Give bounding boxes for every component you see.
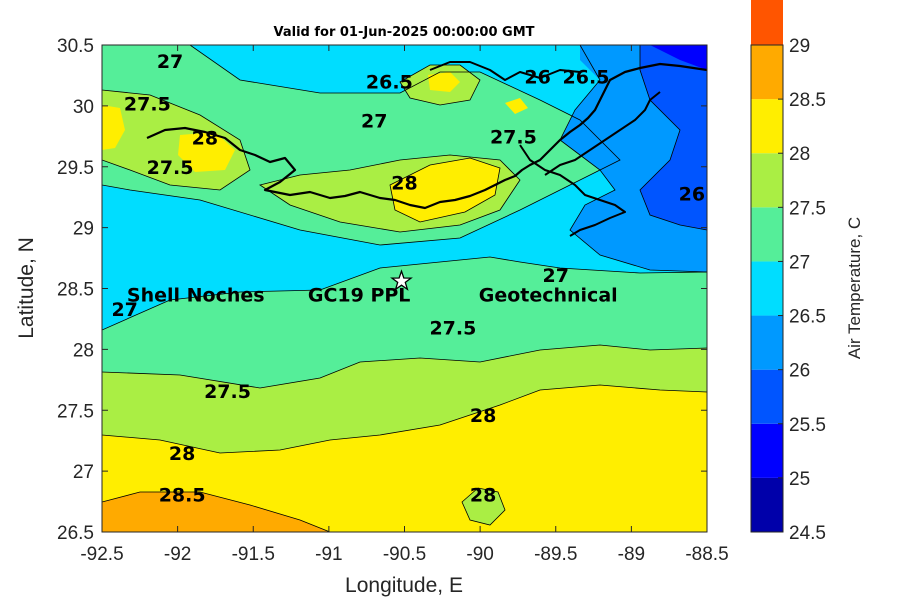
contour-label: 27 <box>361 110 387 132</box>
contour-field <box>102 45 707 532</box>
y-tick-label: 28 <box>73 340 94 361</box>
colorbar-segment <box>751 477 783 532</box>
contour-label: 27.5 <box>490 126 537 148</box>
y-tick-label: 26.5 <box>57 523 94 544</box>
station-marker-group <box>390 269 413 291</box>
colorbar-tick-label: 29 <box>789 36 810 57</box>
colorbar-segment <box>751 423 783 478</box>
y-axis-ticks: 26.5 27 27.5 28 28.5 29 29.5 30 30.5 <box>57 36 707 544</box>
colorbar-tick-label: 26 <box>789 361 810 382</box>
contour-label: 28 <box>192 128 218 150</box>
colorbar-segment <box>751 207 783 262</box>
x-tick-label: -89 <box>618 544 645 565</box>
y-tick-label: 30.5 <box>57 36 94 57</box>
y-tick-label: 28.5 <box>57 280 94 301</box>
band-28-28.5-east-spot <box>505 98 528 114</box>
site-annotation: GC19 PPL <box>308 285 411 307</box>
x-tick-label: -88.5 <box>685 544 728 565</box>
x-tick-label: -90.5 <box>383 544 426 565</box>
contour-labels: 27 26.5 26 26.5 27.5 27 28 27.5 27.5 28 26 27 27 27.5… <box>111 51 705 506</box>
contour-label: 28 <box>470 405 496 427</box>
band-28-28.5-west-a <box>102 105 125 150</box>
y-tick-label: 27.5 <box>57 401 94 422</box>
y-tick-label: 30 <box>73 97 94 118</box>
x-axis-ticks: -92.5 -92 -91.5 -91 -90.5 -90 -89.5 -89 -88.5 <box>80 45 729 565</box>
contour-lines <box>102 45 707 532</box>
station-star-marker <box>390 269 413 291</box>
colorbar <box>751 0 783 532</box>
band-25.5-26-east <box>640 45 707 230</box>
contour-label: 27.5 <box>204 381 251 403</box>
band-25-25.5-corner <box>650 45 707 70</box>
colorbar-tick-label: 24.5 <box>789 523 826 544</box>
y-tick-label: 29.5 <box>57 158 94 179</box>
contour-label: 27 <box>111 299 137 321</box>
y-tick-label: 29 <box>73 219 94 240</box>
chart-title: Valid for 01-Jun-2025 00:00:00 GMT <box>274 25 535 40</box>
x-tick-label: -91 <box>315 544 342 565</box>
colorbar-tick-label: 28.5 <box>789 90 826 111</box>
contour-label: 27.5 <box>429 317 476 339</box>
band-28-28.5-north-spot <box>428 72 460 92</box>
colorbar-tick-label: 28 <box>789 144 810 165</box>
contour-label: 26.5 <box>563 67 610 89</box>
contour-label: 26 <box>524 67 550 89</box>
site-annotation: Shell Noches <box>127 285 265 307</box>
site-annotation: Geotechnical <box>479 285 618 307</box>
x-tick-label: -92 <box>164 544 191 565</box>
contour-label: 28 <box>391 173 417 195</box>
x-tick-label: -91.5 <box>232 544 275 565</box>
band-28-28.5-west-b <box>178 132 235 172</box>
annotations: Shell Noches GC19 PPL Geotechnical <box>127 285 618 307</box>
colorbar-frame <box>750 44 784 533</box>
colorbar-ticks: 24.5 25 25.5 26 26.5 27 27.5 28 28.5 29 <box>778 36 826 544</box>
x-axis-label: Longitude, E <box>345 574 463 597</box>
contour-label: 26.5 <box>366 72 413 94</box>
colorbar-segment <box>751 99 783 154</box>
contour-label: 27 <box>543 265 569 287</box>
colorbar-segment <box>751 153 783 208</box>
contour-label: 27 <box>157 51 183 73</box>
y-axis-label: Latitude, N <box>15 237 38 339</box>
coastline-delta <box>429 61 661 237</box>
colorbar-segment <box>751 261 783 316</box>
colorbar-tick-label: 25.5 <box>789 415 826 436</box>
colorbar-label: Air Temperature, C <box>845 217 864 359</box>
coastline <box>146 62 707 210</box>
colorbar-tick-label: 27 <box>789 252 810 273</box>
colorbar-tick-label: 27.5 <box>789 198 826 219</box>
colorbar-tick-label: 26.5 <box>789 307 826 328</box>
band-27.5-28-south-spot <box>462 488 505 525</box>
band-28-28.5-south <box>102 385 707 532</box>
colorbar-segment <box>751 0 783 45</box>
contour-label: 28 <box>169 443 195 465</box>
x-tick-label: -90 <box>466 544 493 565</box>
contour-label: 28.5 <box>159 484 206 506</box>
x-tick-label: -92.5 <box>80 544 123 565</box>
colorbar-segment <box>751 315 783 370</box>
colorbar-tick-label: 25 <box>789 469 810 490</box>
contour-label: 27.5 <box>147 157 194 179</box>
band-28.5-29-southwest <box>102 492 330 532</box>
y-tick-label: 27 <box>73 462 94 483</box>
colorbar-segment <box>751 369 783 424</box>
x-tick-label: -89.5 <box>534 544 577 565</box>
contour-label: 27.5 <box>124 93 171 115</box>
contour-label: 26 <box>679 184 705 206</box>
colorbar-segment <box>751 45 783 100</box>
contour-label: 28 <box>470 484 496 506</box>
